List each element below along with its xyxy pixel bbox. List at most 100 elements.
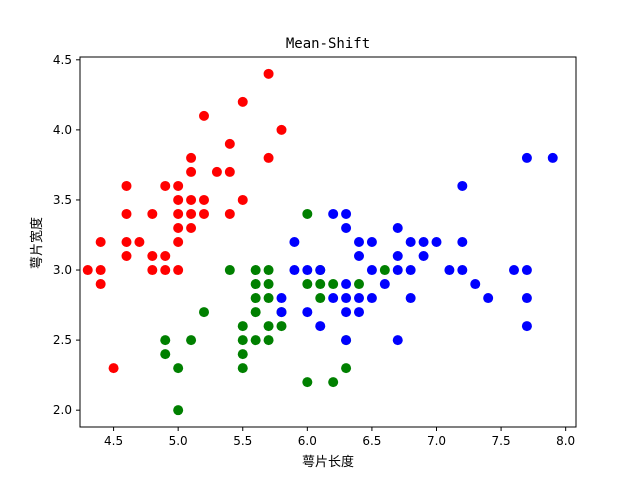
data-point-0-38 bbox=[276, 124, 287, 135]
y-axis-label: 萼片宽度 bbox=[29, 217, 45, 269]
y-tick-label: 4.5 bbox=[53, 53, 72, 67]
y-tick-label: 4.0 bbox=[53, 123, 72, 137]
data-point-1-15 bbox=[250, 265, 261, 276]
data-point-2-27 bbox=[392, 222, 403, 233]
x-tick-label: 7.5 bbox=[492, 434, 511, 448]
data-point-0-31 bbox=[224, 208, 235, 219]
data-point-2-12 bbox=[341, 293, 352, 304]
data-point-0-24 bbox=[186, 194, 197, 205]
data-point-1-0 bbox=[160, 349, 171, 360]
data-point-0-37 bbox=[263, 68, 274, 79]
data-point-0-0 bbox=[82, 265, 93, 276]
y-tick-label: 3.0 bbox=[53, 263, 72, 277]
data-point-0-20 bbox=[173, 194, 184, 205]
data-point-2-15 bbox=[341, 208, 352, 219]
x-tick-label: 4.5 bbox=[104, 434, 123, 448]
x-tick-label: 5.0 bbox=[169, 434, 188, 448]
data-point-1-24 bbox=[302, 279, 313, 290]
data-point-0-8 bbox=[121, 180, 132, 191]
data-point-0-36 bbox=[263, 152, 274, 163]
data-point-0-3 bbox=[95, 237, 106, 247]
data-point-2-14 bbox=[341, 222, 352, 233]
data-point-0-1 bbox=[95, 279, 106, 290]
data-point-2-45 bbox=[547, 152, 558, 163]
data-point-2-22 bbox=[366, 237, 377, 247]
data-point-2-32 bbox=[418, 237, 429, 247]
data-point-1-14 bbox=[250, 279, 261, 290]
data-point-2-5 bbox=[302, 265, 313, 276]
data-point-0-27 bbox=[199, 208, 209, 219]
data-points-layer bbox=[82, 68, 558, 416]
data-point-2-30 bbox=[405, 237, 416, 247]
data-point-2-19 bbox=[354, 237, 364, 247]
data-point-0-5 bbox=[121, 251, 132, 262]
data-point-2-11 bbox=[341, 307, 352, 318]
axes-layer: 4.5 5.0 5.5 6.0 6.5 7.0 7.5 8.0 2.0 2.5 3.0 3.5 4.0 4… bbox=[53, 53, 577, 448]
y-tick-label: 2.5 bbox=[53, 333, 72, 347]
data-point-2-18 bbox=[354, 251, 364, 262]
data-point-1-19 bbox=[263, 279, 274, 290]
data-point-0-16 bbox=[173, 265, 184, 276]
data-point-0-7 bbox=[121, 208, 132, 219]
data-point-2-28 bbox=[405, 293, 416, 304]
data-point-2-24 bbox=[392, 335, 403, 346]
data-point-1-33 bbox=[354, 279, 364, 290]
y-tick-label: 2.0 bbox=[53, 403, 72, 417]
data-point-2-21 bbox=[366, 265, 377, 276]
data-point-0-34 bbox=[237, 194, 248, 205]
data-point-0-10 bbox=[147, 265, 158, 276]
data-point-1-10 bbox=[237, 321, 248, 332]
data-point-0-25 bbox=[186, 166, 197, 177]
data-point-0-9 bbox=[134, 237, 145, 247]
data-point-1-8 bbox=[237, 349, 248, 360]
data-point-0-11 bbox=[147, 251, 158, 262]
data-point-0-28 bbox=[199, 194, 209, 205]
data-point-2-9 bbox=[328, 208, 339, 219]
data-point-1-5 bbox=[199, 307, 209, 318]
data-point-1-13 bbox=[250, 293, 261, 304]
data-point-1-31 bbox=[341, 363, 352, 374]
data-point-1-17 bbox=[263, 321, 274, 332]
data-point-2-36 bbox=[457, 237, 468, 247]
data-point-2-33 bbox=[431, 237, 442, 247]
data-point-2-6 bbox=[315, 321, 326, 332]
data-point-2-7 bbox=[315, 265, 326, 276]
data-point-1-12 bbox=[250, 307, 261, 318]
data-point-2-23 bbox=[379, 279, 390, 290]
data-point-1-18 bbox=[263, 293, 274, 304]
data-point-2-2 bbox=[289, 265, 300, 276]
data-point-1-16 bbox=[263, 335, 274, 346]
data-point-1-2 bbox=[173, 405, 184, 416]
data-point-1-21 bbox=[276, 321, 287, 332]
data-point-2-20 bbox=[366, 293, 377, 304]
plot-frame bbox=[79, 56, 577, 428]
data-point-2-38 bbox=[470, 279, 481, 290]
data-point-2-13 bbox=[341, 279, 352, 290]
data-point-2-25 bbox=[392, 265, 403, 276]
data-point-0-30 bbox=[211, 166, 222, 177]
x-tick-label: 5.5 bbox=[233, 434, 252, 448]
data-point-2-37 bbox=[457, 180, 468, 191]
y-tick-label: 3.5 bbox=[53, 193, 72, 207]
data-point-0-17 bbox=[173, 237, 184, 247]
data-point-2-43 bbox=[521, 265, 532, 276]
data-point-2-40 bbox=[509, 265, 519, 276]
data-point-1-7 bbox=[237, 363, 248, 374]
data-point-1-4 bbox=[186, 335, 197, 346]
data-point-0-15 bbox=[160, 180, 171, 191]
x-axis-label: 萼片长度 bbox=[302, 454, 354, 470]
data-point-0-13 bbox=[160, 265, 171, 276]
data-point-1-1 bbox=[160, 335, 171, 346]
data-point-2-8 bbox=[328, 293, 339, 304]
data-point-2-44 bbox=[521, 152, 532, 163]
chart-title: Mean-Shift bbox=[286, 36, 370, 52]
data-point-0-23 bbox=[186, 208, 197, 219]
x-tick-label: 8.0 bbox=[556, 434, 575, 448]
data-point-2-4 bbox=[302, 307, 313, 318]
data-point-0-19 bbox=[173, 208, 184, 219]
data-point-0-12 bbox=[147, 208, 158, 219]
data-point-2-41 bbox=[521, 321, 532, 332]
data-point-0-21 bbox=[173, 180, 184, 191]
